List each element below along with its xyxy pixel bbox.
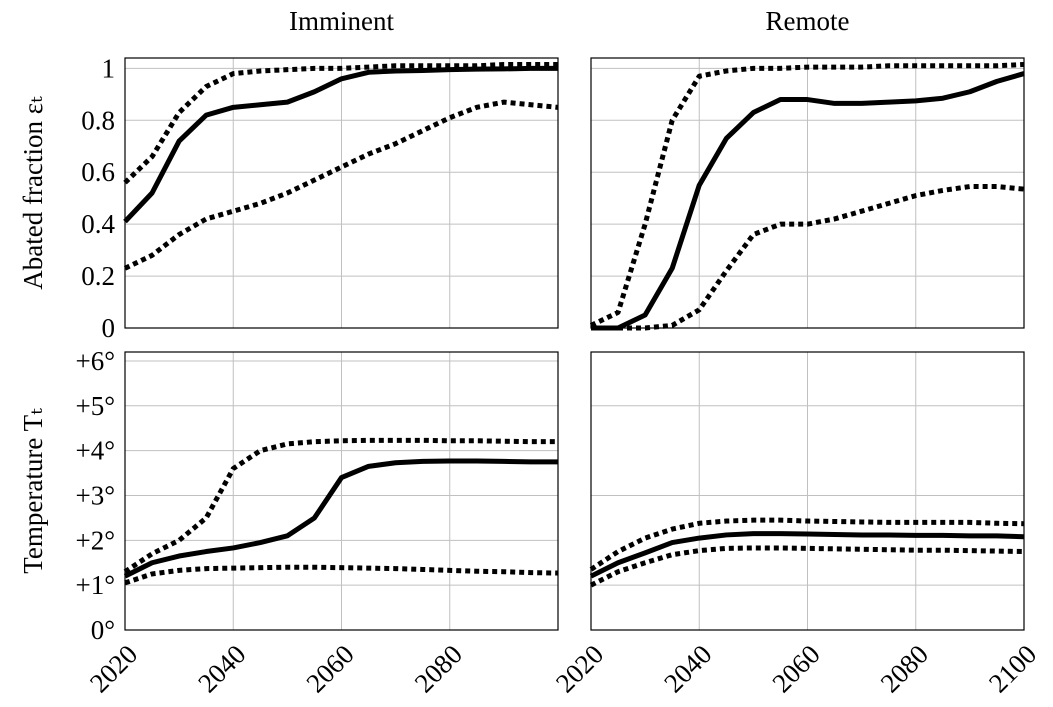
y-tick-label: 0.2 <box>81 261 115 291</box>
y-tick-label: +6° <box>75 346 115 376</box>
dotted-line <box>124 564 559 586</box>
dotted-line <box>123 99 559 271</box>
dotted-line <box>589 61 1025 328</box>
y-tick-label: +3° <box>75 480 115 510</box>
solid-line <box>589 531 1025 579</box>
solid-line <box>123 65 558 224</box>
y-tick-label: +1° <box>75 570 115 600</box>
y-tick-label: +4° <box>75 436 115 466</box>
x-tick-label: 2040 <box>192 639 251 698</box>
y-axis-label: Abated fraction εₜ <box>18 96 48 290</box>
y-tick-label: 0° <box>91 615 115 645</box>
y-tick-label: +5° <box>75 391 115 421</box>
solid-line <box>123 458 558 579</box>
y-tick-label: 1 <box>102 53 116 83</box>
y-tick-label: 0 <box>102 313 116 343</box>
plot-frame <box>124 57 559 329</box>
panel-title: Imminent <box>289 6 394 36</box>
panel-title: Remote <box>766 6 850 36</box>
plot-frame <box>124 351 559 631</box>
x-tick-label: 2060 <box>300 639 359 698</box>
x-tick-label: 2100 <box>983 639 1042 698</box>
dotted-line <box>123 61 558 185</box>
x-tick-label: 2060 <box>766 639 825 698</box>
x-tick-label: 2080 <box>875 639 934 698</box>
y-tick-label: +2° <box>75 525 115 555</box>
x-tick-label: 2040 <box>658 639 717 698</box>
x-tick-label: 2020 <box>550 639 609 698</box>
dotted-line <box>589 517 1025 572</box>
y-tick-label: 0.4 <box>81 209 115 239</box>
x-tick-label: 2080 <box>409 639 468 698</box>
y-axis-label: Temperature Tₜ <box>18 408 48 574</box>
y-tick-label: 0.6 <box>81 157 115 187</box>
dotted-line <box>591 184 1025 331</box>
x-tick-label: 2020 <box>84 639 143 698</box>
y-tick-label: 0.8 <box>81 105 115 135</box>
solid-line <box>591 71 1025 331</box>
plot-frame <box>590 351 1025 631</box>
plot-frame <box>590 57 1025 329</box>
